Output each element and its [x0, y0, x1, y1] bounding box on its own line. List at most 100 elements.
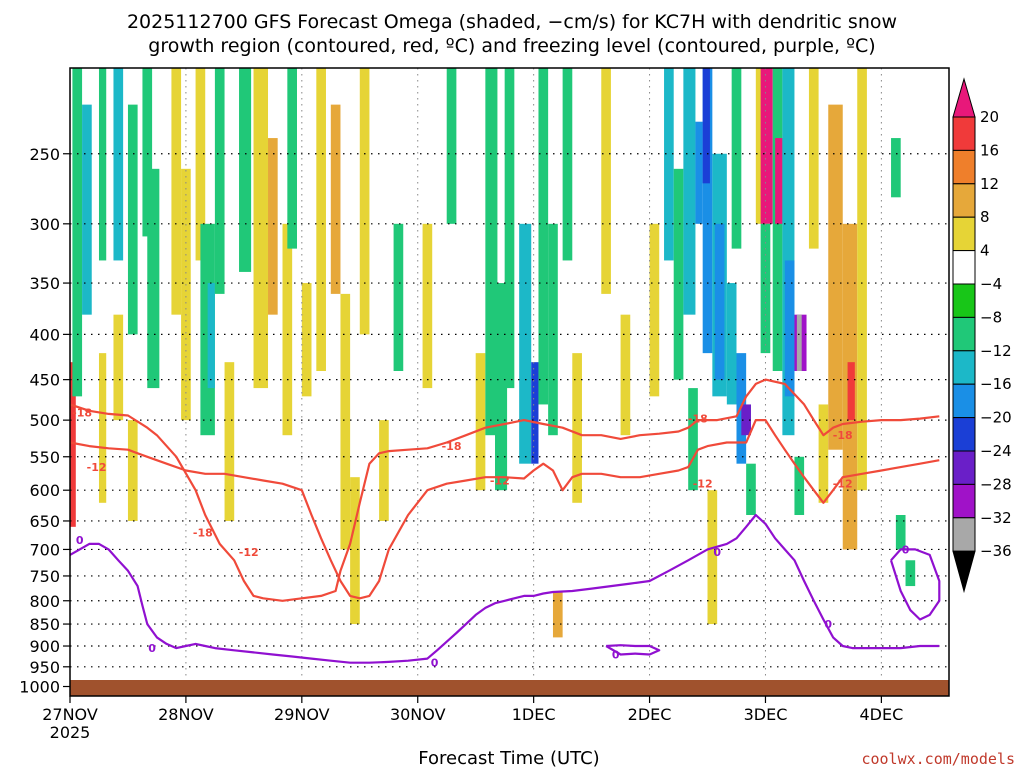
omega-cell: [784, 260, 795, 397]
y-tick-label: 500: [29, 411, 60, 430]
chart-title-line-1: 2025112700 GFS Forecast Omega (shaded, −…: [127, 11, 897, 33]
contour-label: -12: [490, 474, 510, 487]
colorbar-swatch: [952, 450, 976, 485]
omega-cell: [359, 68, 370, 335]
y-tick-label: 450: [29, 371, 60, 390]
omega-cell: [847, 362, 855, 421]
omega-cell: [393, 223, 404, 372]
omega-cell: [316, 68, 326, 372]
colorbar-swatch: [952, 250, 976, 285]
colorbar-swatch: [952, 417, 976, 452]
colorbar: 20 16 12 8 4 −4 −8 −12 −16 −20 −24 −28 −32 −36: [952, 77, 1012, 594]
contour-label: 0: [76, 534, 84, 547]
omega-cell: [538, 68, 549, 405]
omega-cell: [905, 560, 916, 587]
y-tick-label: 650: [29, 512, 60, 531]
omega-cell: [504, 68, 515, 389]
colorbar-swatch: [952, 283, 976, 318]
y-tick-label: 250: [29, 145, 60, 164]
omega-cell: [695, 121, 703, 224]
omega-cell: [726, 283, 737, 405]
omega-cell: [127, 104, 138, 335]
x-axis-label: Forecast Time (UTC): [418, 748, 599, 768]
plot-frame: [69, 67, 950, 697]
omega-cell: [601, 68, 611, 294]
x-tick-label: 1DEC: [512, 705, 556, 724]
colorbar-label: 4: [980, 242, 990, 260]
omega-cell: [714, 223, 725, 380]
omega-cell: [330, 104, 341, 294]
contour-label: -18: [442, 440, 462, 453]
contour-label: 0: [612, 648, 620, 661]
omega-cell: [794, 456, 805, 516]
y-tick-label: 350: [29, 274, 60, 293]
y-tick-label: 850: [29, 615, 60, 634]
contour-label: -12: [87, 461, 107, 474]
x-tick-label: 29NOV: [274, 705, 330, 724]
y-axis-ticks: 250 300 350 400 450 500 550 600 650 700 750 800 850 9…: [19, 145, 70, 697]
colorbar-label: 12: [980, 175, 999, 193]
omega-cell: [224, 362, 235, 521]
omega-cell: [446, 68, 457, 224]
colorbar-label: 16: [980, 141, 999, 159]
omega-cell: [857, 68, 867, 491]
freezing-level-cell-contour: [605, 644, 661, 656]
colorbar-swatch: [952, 517, 976, 552]
omega-cell: [649, 223, 660, 397]
omega-cell: [253, 68, 269, 389]
omega-cell: [147, 168, 160, 389]
omega-cell: [98, 68, 107, 261]
omega-cell: [760, 68, 773, 224]
colorbar-label: −24: [980, 442, 1012, 460]
colorbar-label: −20: [980, 409, 1012, 427]
contour-label: -18: [833, 429, 853, 442]
omega-cell: [683, 68, 696, 315]
omega-cell: [422, 223, 433, 389]
colorbar-swatch: [952, 116, 976, 151]
omega-cell: [207, 283, 215, 389]
y-tick-label: 550: [29, 448, 60, 467]
y-tick-label: 600: [29, 481, 60, 500]
x-tick-label: 2DEC: [628, 705, 672, 724]
dgz-minus12-contour: [69, 419, 940, 600]
y-tick-label: 950: [29, 658, 60, 677]
omega-cell: [702, 68, 710, 184]
dgz-minus18-contour: [69, 378, 940, 602]
omega-cell: [98, 353, 107, 503]
colorbar-swatch: [952, 183, 976, 218]
omega-cell: [282, 223, 293, 436]
omega-cell: [485, 68, 498, 436]
freezing-level-east-contour: [889, 548, 941, 621]
colorbar-swatch: [952, 316, 976, 352]
omega-cell: [113, 314, 124, 421]
omega-cell: [548, 223, 558, 436]
x-tick-label: 4DEC: [859, 705, 903, 724]
colorbar-label: −36: [980, 542, 1012, 560]
colorbar-label: −12: [980, 342, 1012, 360]
omega-cell: [142, 68, 153, 237]
chart-title-line-2: growth region (contoured, red, ºC) and f…: [148, 35, 875, 57]
omega-cell: [379, 420, 389, 521]
colorbar-label: −4: [980, 275, 1002, 293]
omega-cell: [562, 68, 573, 261]
omega-cell: [572, 353, 582, 503]
x-tick-sublabel: 2025: [50, 723, 91, 742]
omega-cell: [688, 388, 698, 491]
colorbar-label: −32: [980, 509, 1012, 527]
omega-cell: [895, 515, 906, 550]
omega-cell: [828, 104, 843, 450]
omega-cell: [818, 404, 829, 503]
contour-label: 0: [713, 546, 721, 559]
colorbar-label: −28: [980, 475, 1012, 493]
y-tick-label: 1000: [19, 678, 60, 697]
omega-cell: [620, 314, 631, 436]
omega-cell: [239, 68, 252, 272]
colorbar-swatch: [952, 383, 976, 419]
contour-label: -18: [72, 406, 92, 419]
omega-cell: [552, 591, 563, 638]
contour-label: 0: [902, 543, 910, 556]
colorbar-label: 8: [980, 208, 990, 226]
credit-text: coolwx.com/models: [861, 750, 1015, 768]
